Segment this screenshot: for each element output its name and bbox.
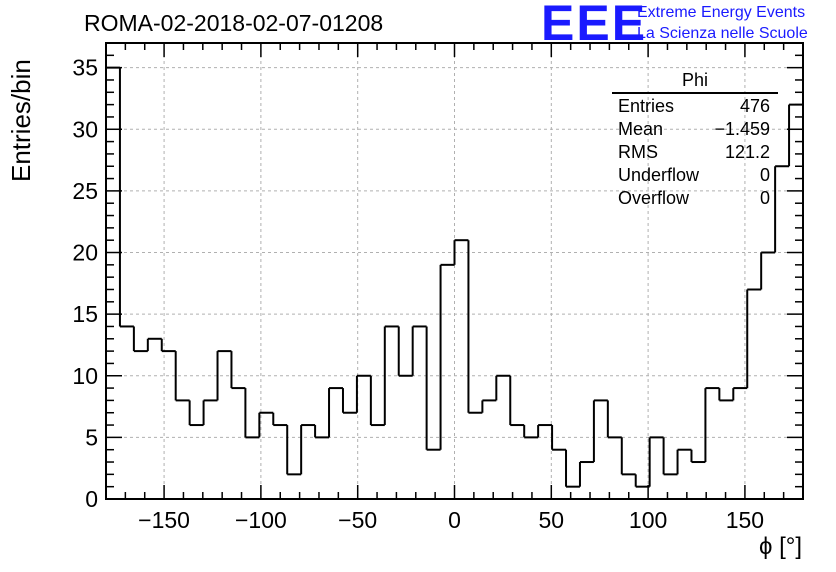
y-tick-label: 0	[85, 486, 98, 512]
y-tick-label: 20	[72, 240, 98, 266]
grid-lines	[106, 43, 803, 499]
stats-label: Entries	[618, 96, 675, 116]
stats-label: RMS	[618, 142, 658, 162]
logo-caption-line2: La Scienza nelle Scuole	[637, 25, 808, 42]
x-tick-label: −150	[138, 507, 190, 533]
stats-row-underflow: Underflow 0	[612, 164, 778, 187]
y-tick-label: 10	[72, 363, 98, 389]
stats-row-rms: RMS 121.2	[612, 141, 778, 164]
y-tick-label: 5	[85, 424, 98, 450]
stats-value: 0	[759, 165, 770, 185]
logo-caption: Extreme Energy Events La Scienza nelle S…	[637, 2, 808, 44]
x-tick-label: 50	[539, 507, 565, 533]
stats-row-mean: Mean −1.459	[612, 118, 778, 141]
stats-value: 476	[739, 96, 770, 116]
y-axis-label: Entries/bin	[6, 59, 36, 182]
stats-box: Phi Entries 476 Mean −1.459 RMS 121.2 Un…	[612, 70, 778, 210]
y-tick-label: 30	[72, 116, 98, 142]
stats-row-entries: Entries 476	[612, 95, 778, 118]
x-tick-label: 150	[726, 507, 764, 533]
stats-value: 121.2	[724, 142, 770, 162]
eee-logo: EEE	[541, 0, 648, 51]
x-tick-label: −100	[235, 507, 287, 533]
stats-value: 0	[759, 188, 770, 208]
tick-labels: −150 −100 −50 0 50 100 150 0 5 10 15 20 25 30 35	[72, 55, 764, 533]
y-tick-label: 35	[72, 55, 98, 81]
stats-label: Underflow	[618, 165, 700, 185]
axis-ticks	[105, 42, 804, 500]
y-tick-label: 15	[72, 301, 98, 327]
stats-label: Mean	[618, 119, 664, 139]
chart-title: ROMA-02-2018-02-07-01208	[84, 10, 384, 36]
y-tick-label: 25	[72, 178, 98, 204]
logo-caption-line1: Extreme Energy Events	[637, 4, 806, 21]
x-axis-label: ϕ [°]	[758, 533, 802, 560]
stats-value: −1.459	[714, 119, 770, 139]
x-tick-label: 0	[448, 507, 461, 533]
stats-box-title: Phi	[612, 70, 778, 94]
stats-row-overflow: Overflow 0	[612, 187, 778, 210]
x-tick-label: 100	[629, 507, 667, 533]
stats-label: Overflow	[618, 188, 690, 208]
x-tick-label: −50	[338, 507, 377, 533]
